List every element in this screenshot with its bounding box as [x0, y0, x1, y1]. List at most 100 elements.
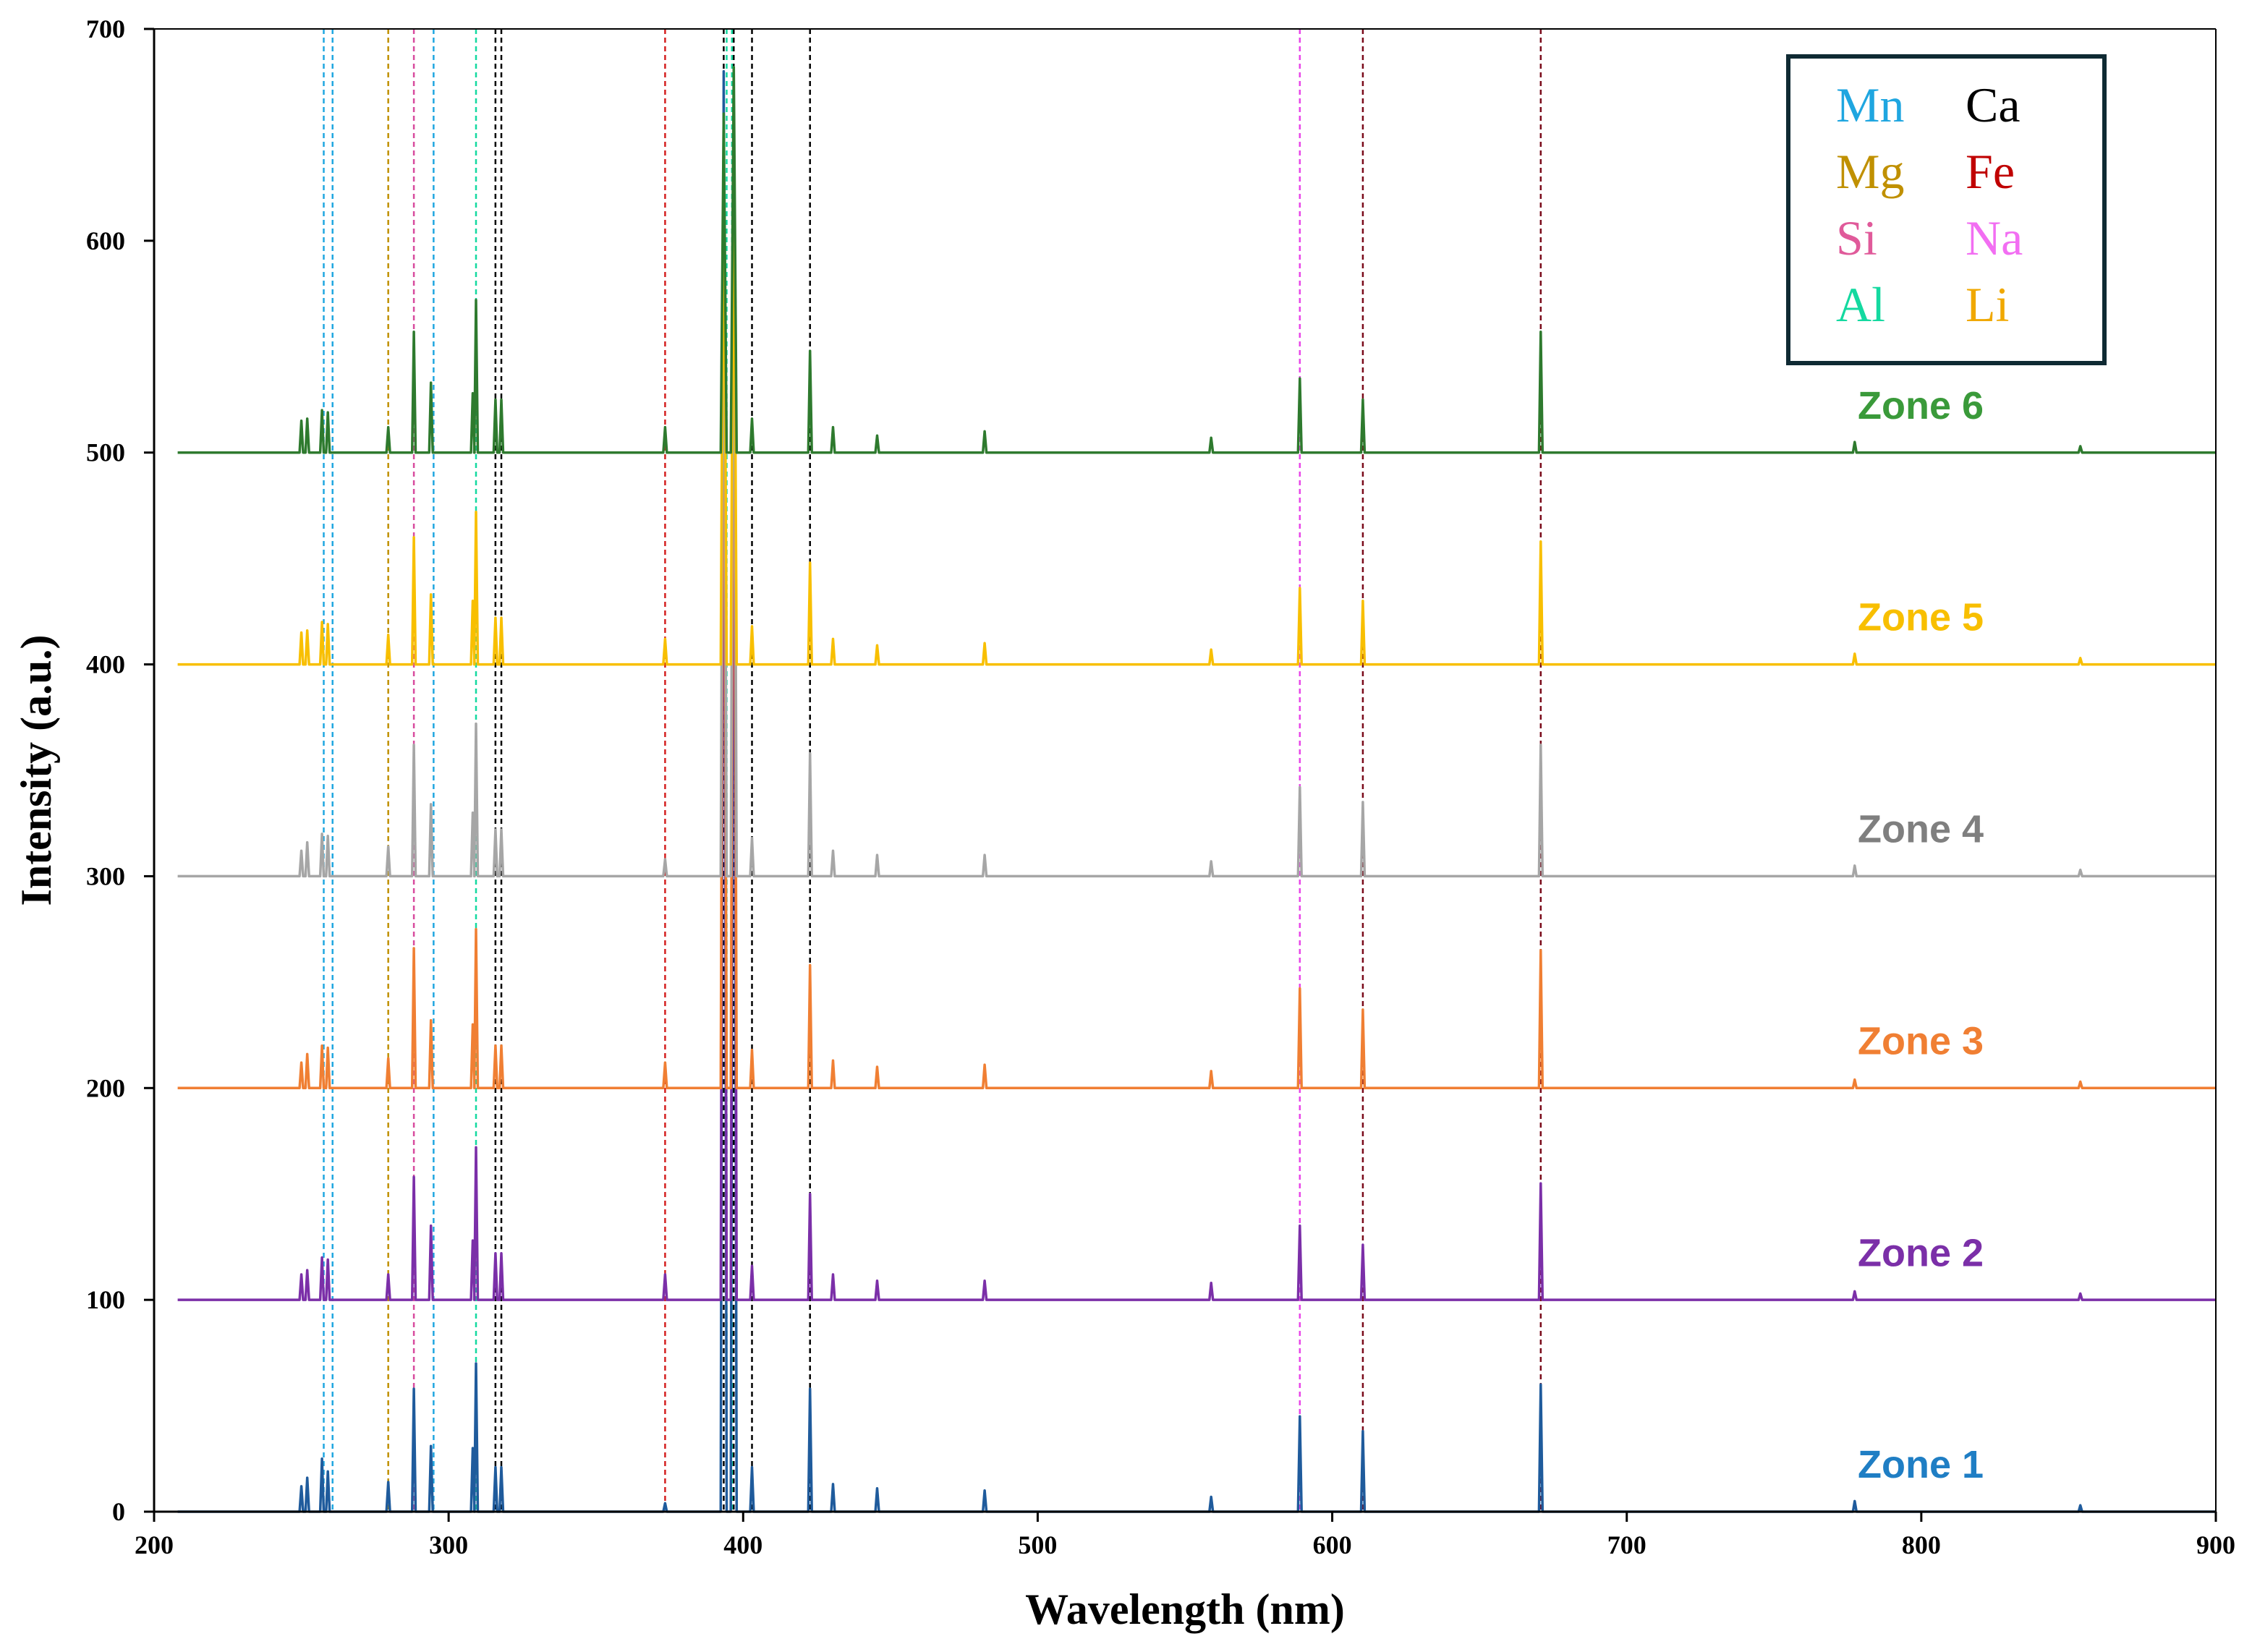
x-tick-label: 400	[723, 1530, 762, 1559]
series-1-peak-point	[1210, 1496, 1212, 1498]
series-5-peak-point	[1362, 600, 1364, 602]
series-6-peak-point	[387, 426, 389, 428]
series-5-peak-point	[1540, 540, 1542, 542]
series-2-peak-point	[832, 1274, 834, 1275]
series-4-peak-point	[1210, 861, 1212, 862]
axes	[153, 28, 2217, 1513]
series-2-peak-point	[327, 1259, 329, 1261]
x-tick-label: 300	[429, 1530, 468, 1559]
series-5-peak-point	[306, 629, 308, 631]
series-3-peak-point	[664, 1062, 666, 1063]
series-1-peak-point	[1362, 1430, 1364, 1432]
series-6-peak-point	[327, 412, 329, 413]
series-2-peak-point	[1362, 1244, 1364, 1246]
y-tick-label: 600	[86, 226, 125, 255]
series-2-peak-point	[430, 1225, 432, 1227]
series-3-peak-point	[321, 1044, 323, 1047]
series-6-peak-point	[751, 418, 753, 420]
series-4-peak-point	[1854, 864, 1856, 867]
series-6-peak-point	[501, 399, 502, 401]
series-3-peak-point	[1540, 950, 1542, 951]
y-tick-label: 500	[86, 438, 125, 467]
series-5-peak-point	[300, 631, 302, 634]
series-3-peak-point	[430, 1019, 432, 1021]
series-1-peak-point	[306, 1477, 308, 1478]
zone-label-3: Zone 3	[1858, 1019, 1984, 1063]
series-3-peak-point	[306, 1053, 308, 1055]
series-4-peak-point	[306, 841, 308, 843]
series-2-peak-point	[387, 1274, 389, 1275]
series-6-peak-point	[832, 426, 834, 428]
x-tick-label: 200	[135, 1530, 174, 1559]
series-1-peak-point	[984, 1489, 985, 1491]
series-4-peak-point	[1299, 786, 1301, 788]
series-5-peak-point	[809, 562, 811, 563]
series-3-peak-point	[751, 1049, 753, 1051]
series-3-peak-point	[1362, 1009, 1364, 1010]
series-2-peak-point	[751, 1265, 753, 1267]
series-5-peak-point	[1299, 587, 1301, 589]
series-6-peak-point	[306, 418, 308, 420]
series-2-peak-point	[1299, 1225, 1301, 1227]
series-5-peak-point	[1210, 649, 1212, 650]
series-1-peak-point	[300, 1486, 302, 1487]
series-5-peak-point	[876, 644, 878, 647]
series-3-peak-point	[2079, 1081, 2081, 1083]
series-2-peak-point	[2079, 1293, 2081, 1295]
series-5-peak-point	[2079, 657, 2081, 659]
series-3-peak-point	[1299, 987, 1301, 989]
zone-label-2: Zone 2	[1858, 1231, 1984, 1274]
series-3-peak-point	[327, 1047, 329, 1049]
series-6-peak-point	[1299, 378, 1301, 380]
series-4-peak-point	[1362, 801, 1364, 803]
x-tick-label: 700	[1607, 1530, 1646, 1559]
legend-entry-si: Si	[1836, 210, 1877, 265]
series-1-peak-point	[501, 1466, 502, 1468]
series-3-peak-point	[387, 1057, 389, 1060]
series-6-peak-point	[413, 331, 415, 333]
series-6-peak-point	[733, 66, 735, 68]
series-6-peak-point	[2079, 446, 2081, 447]
series-1-peak-point	[387, 1481, 389, 1483]
series-3-peak-point	[495, 1044, 496, 1047]
series-1-peak-point	[664, 1502, 666, 1504]
series-5-peak-point	[472, 600, 474, 602]
series-4-peak-point	[501, 829, 502, 830]
legend-entry-mn: Mn	[1836, 77, 1904, 132]
series-4-peak-point	[984, 854, 985, 856]
series-2-peak-point	[984, 1280, 985, 1282]
x-tick-label: 500	[1018, 1530, 1057, 1559]
zone-label-4: Zone 4	[1858, 808, 1984, 851]
series-2-peak-point	[495, 1252, 496, 1254]
zone-label-1: Zone 1	[1858, 1443, 1984, 1486]
series-6-peak-point	[809, 350, 811, 352]
series-1-peak-point	[809, 1388, 811, 1389]
series-4-peak-point	[300, 850, 302, 852]
series-2-peak-point	[1540, 1183, 1542, 1184]
series-1-peak-point	[1299, 1415, 1301, 1418]
series-5-peak-point	[1854, 653, 1856, 655]
series-2-peak-point	[300, 1274, 302, 1275]
series-6-peak-point	[723, 113, 725, 114]
y-tick-label: 100	[86, 1285, 125, 1314]
series-3-peak-point	[300, 1062, 302, 1063]
y-tick-label: 400	[86, 650, 125, 679]
series-3-peak-point	[1210, 1070, 1212, 1072]
legend-entry-li: Li	[1966, 277, 2009, 332]
series-2-peak-point	[809, 1193, 811, 1195]
x-tick-label: 600	[1313, 1530, 1352, 1559]
series-6-peak-point	[876, 435, 878, 437]
ticks: 200 300 400 500 600 700 800 900 0 100 200 300 400 500…	[86, 14, 2235, 1559]
series-6-peak-point	[664, 426, 666, 428]
series-1-peak-point	[2079, 1504, 2081, 1507]
series-6-peak-point	[1362, 399, 1364, 401]
series-2-peak-point	[475, 1146, 477, 1149]
series-3-peak-point	[876, 1066, 878, 1068]
legend-entry-mg: Mg	[1836, 144, 1904, 199]
series-5-peak-point	[751, 626, 753, 627]
series-2-peak-point	[876, 1280, 878, 1282]
series-6-peak-point	[984, 430, 985, 433]
series-4-peak-point	[413, 744, 415, 746]
legend-entry-ca: Ca	[1966, 77, 2021, 132]
